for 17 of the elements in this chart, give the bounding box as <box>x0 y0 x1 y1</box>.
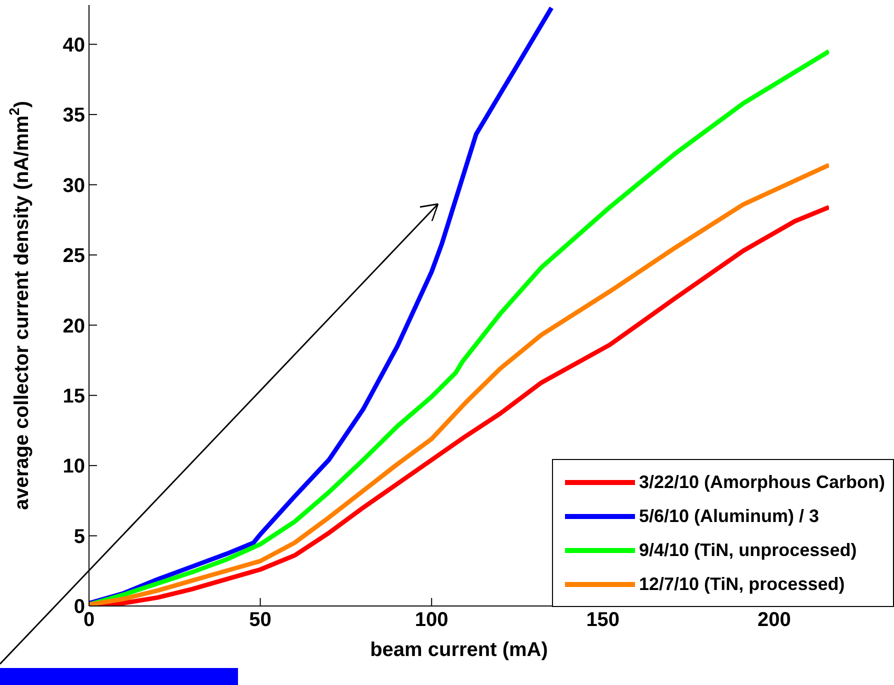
x-tick-label: 200 <box>758 609 791 632</box>
y-tick-label: 20 <box>62 315 85 338</box>
x-axis-title: beam current (mA) <box>370 639 548 661</box>
x-tick-label: 100 <box>414 609 448 632</box>
x-tick-label: 50 <box>249 609 272 632</box>
y-tick-label: 30 <box>62 174 85 197</box>
legend-label: 5/6/10 (Aluminum) / 3 <box>638 505 819 528</box>
legend-label: 12/7/10 (TiN, processed) <box>638 573 845 596</box>
y-tick-label: 10 <box>62 456 85 478</box>
x-tick-label: 150 <box>586 609 620 632</box>
y-tick-label: 25 <box>62 245 85 268</box>
y-tick-label: 35 <box>62 104 85 127</box>
y-tick-label: 5 <box>74 526 85 548</box>
legend-label: 9/4/10 (TiN, unprocessed) <box>638 539 857 562</box>
y-tick-label: 15 <box>62 385 85 408</box>
y-tick-label: 40 <box>62 34 85 56</box>
legend-label: 3/22/10 (Amorphous Carbon) <box>638 471 885 494</box>
